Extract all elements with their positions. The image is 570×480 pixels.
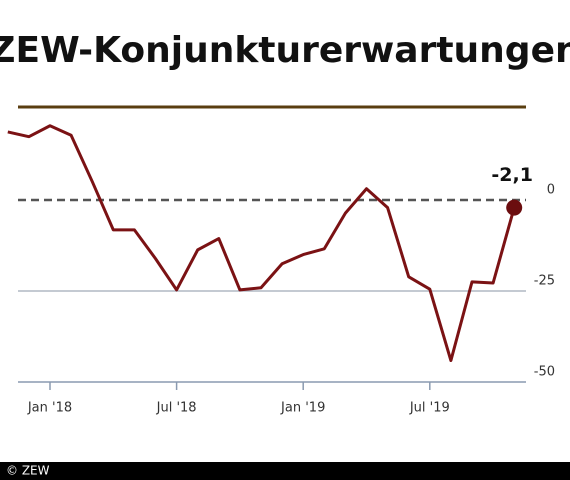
source: © ZEW [6,464,50,478]
x-tick-label: Jul '19 [409,401,450,416]
footer-bar [0,462,570,480]
y-tick-label: -50 [534,365,555,380]
line [7,124,516,363]
x-tick-label: Jan '19 [280,401,325,416]
x-tick-label: Jan '18 [27,401,72,416]
value-label: -2,1 [491,164,533,186]
x-tick-label: Jul '18 [156,401,197,416]
chart-title: ZEW-Konjunkturerwartungen [0,30,570,71]
y-tick-label: -25 [534,274,555,289]
end-point [506,199,523,216]
y-tick-label: 0 [547,183,555,198]
